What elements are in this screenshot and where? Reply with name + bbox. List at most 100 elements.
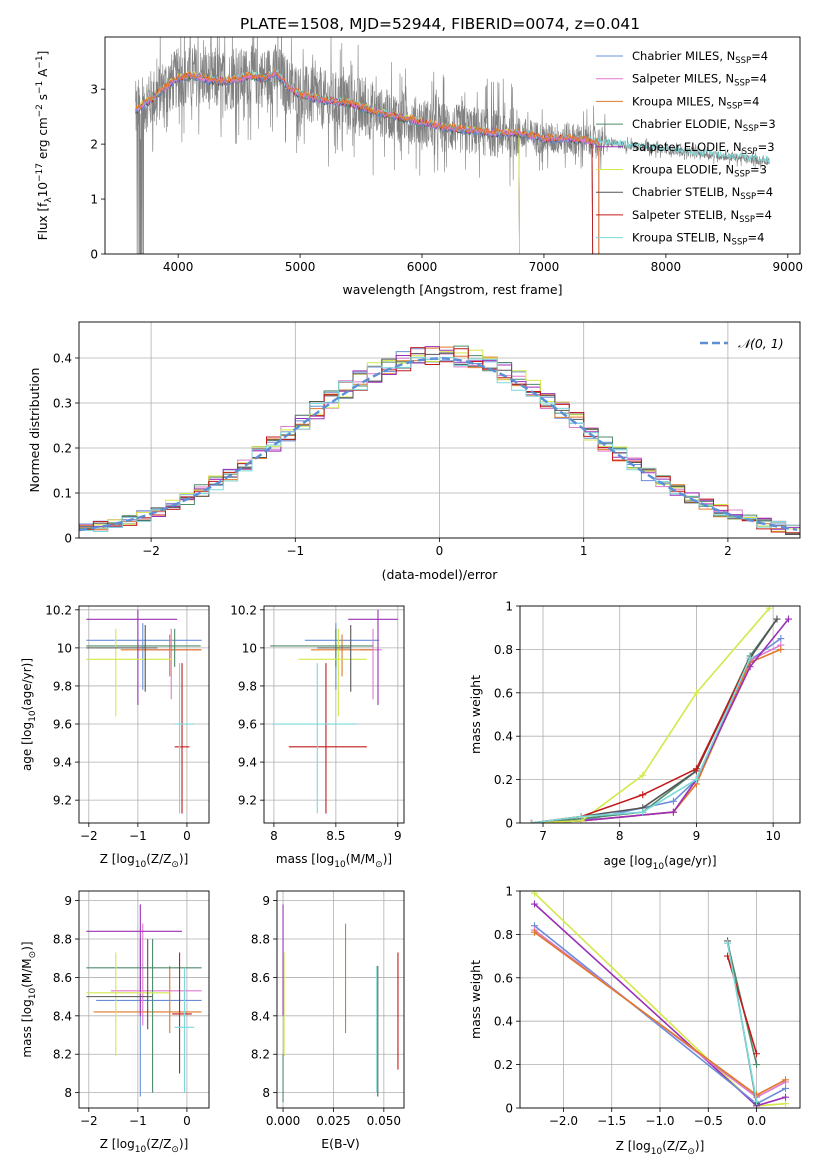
y-tick-label: 9.4 xyxy=(238,756,257,770)
observed-spectrum xyxy=(135,37,770,254)
errorbar-point xyxy=(174,663,195,814)
y-tick-label: 9.2 xyxy=(53,794,72,808)
plot-area xyxy=(79,345,800,538)
legend-entry: Salpeter ELODIE, NSSP=3 xyxy=(632,140,775,157)
data-marker xyxy=(669,808,677,816)
data-marker xyxy=(782,1100,790,1108)
x-tick-label: −1 xyxy=(129,1114,147,1128)
errorbar-point xyxy=(86,904,183,1016)
y-tick-label: 0.2 xyxy=(494,1058,513,1072)
y-tick-label: 8.4 xyxy=(53,1009,72,1023)
y-tick-label: 0.2 xyxy=(53,442,72,456)
plot-area xyxy=(86,904,202,1097)
data-marker xyxy=(753,1097,761,1105)
x-tick-label: 7 xyxy=(539,829,547,843)
y-tick-label: 8.8 xyxy=(251,933,270,947)
y-tick-label: 8.6 xyxy=(53,971,72,985)
y-tick-label: 9.4 xyxy=(53,756,72,770)
cumulative-mass-line xyxy=(531,618,778,823)
data-marker xyxy=(724,939,732,947)
x-tick-label: 8.5 xyxy=(326,829,345,843)
data-marker xyxy=(692,776,700,784)
data-marker xyxy=(753,1050,761,1058)
plot-area xyxy=(530,891,790,1108)
model-spectrum-line xyxy=(135,70,600,254)
data-marker xyxy=(782,1093,790,1101)
x-tick-label: 4000 xyxy=(163,260,194,274)
data-marker xyxy=(528,819,536,823)
data-marker xyxy=(782,1084,790,1092)
y-tick-label: 0.4 xyxy=(53,352,72,366)
legend-entry: Kroupa MILES, NSSP=4 xyxy=(632,94,759,111)
plot-area xyxy=(528,606,792,823)
x-tick-label: 8000 xyxy=(651,260,682,274)
y-tick-label: 9.6 xyxy=(53,718,72,732)
legend-entry: Chabrier STELIB, NSSP=4 xyxy=(632,185,773,202)
x-tick-label: 0.050 xyxy=(367,1114,401,1128)
legend-entry: Kroupa STELIB, NSSP=4 xyxy=(632,231,764,248)
errorbar-point xyxy=(86,623,202,690)
mass-vs-reddening-panel: 0.000 0.025 0.050 8 8.2 8.4 8.6 8.8 9 E(B-V) xyxy=(251,890,405,1151)
data-marker xyxy=(777,635,785,643)
legend-entry: Chabrier MILES, NSSP=4 xyxy=(632,49,768,66)
x-tick-label: 0 xyxy=(183,1114,191,1128)
x-tick-label: −1.0 xyxy=(645,1114,674,1128)
y-tick-label: 3 xyxy=(90,83,98,97)
x-tick-label: 0 xyxy=(183,829,191,843)
axes-frame xyxy=(78,890,210,1109)
y-axis-label: Flux [fλ​10−17​ erg cm−2​ s−1​ A−1​] xyxy=(35,51,54,241)
x-tick-label: 1 xyxy=(580,544,588,558)
errorbar-point xyxy=(110,923,202,1026)
y-tick-label: 10 xyxy=(57,641,72,655)
y-axis-label: mass weight xyxy=(468,960,483,1039)
errorbar-point xyxy=(86,628,173,717)
cumulative-mass-vs-age-panel: 7 8 9 10 0 0.2 0.4 0.6 0.8 1 age [log10​(age/yr)] m… xyxy=(468,600,801,872)
cumulative-mass-line xyxy=(531,657,751,823)
x-axis-label: Z [log10​(Z/Z⊙​)] xyxy=(616,1139,705,1157)
data-marker xyxy=(784,615,792,623)
data-marker xyxy=(746,654,754,662)
y-tick-label: 10.2 xyxy=(230,603,257,617)
x-axis-label: (data-model)/error xyxy=(382,567,499,582)
residuals-panel: −2 −1 0 1 2 0 0.1 0.2 0.3 0.4 (data-model)/error No… xyxy=(27,321,801,582)
axes-frame xyxy=(78,605,210,824)
y-tick-label: 8.2 xyxy=(251,1048,270,1062)
age-vs-metallicity-panel: −2 −1 0 9.2 9.4 9.6 9.8 10 10.2 Z [log10​(Z/Z⊙​)]… xyxy=(20,603,210,870)
plot-area xyxy=(86,609,202,814)
plot-area xyxy=(282,904,399,1103)
x-axis-label: E(B-V) xyxy=(321,1136,360,1151)
spectrum-panel: 4000 5000 6000 7000 8000 9000 0 1 2 3 wavelength [… xyxy=(35,36,803,297)
x-tick-label: 2 xyxy=(724,544,732,558)
errorbar-point xyxy=(86,939,202,1093)
errorbar-point xyxy=(86,939,153,1030)
y-tick-label: 0.2 xyxy=(494,773,513,787)
model-spectrum-line xyxy=(135,68,600,254)
x-tick-label: 8 xyxy=(616,829,624,843)
y-tick-label: 2 xyxy=(90,138,98,152)
errorbar-point xyxy=(311,634,374,677)
errorbar-point xyxy=(86,628,201,667)
x-axis-label: Z [log10​(Z/Z⊙​)] xyxy=(100,852,189,870)
age-vs-mass-panel: 8 8.5 9 9.2 9.4 9.6 9.8 10 10.2 mass [log10​(M/M⊙… xyxy=(230,603,405,870)
cumulative-mass-line xyxy=(531,657,751,823)
x-axis-label: wavelength [Angstrom, rest frame] xyxy=(342,282,562,297)
data-marker xyxy=(753,1061,761,1069)
legend-entry: 𝒩(0, 1) xyxy=(738,336,784,351)
data-marker xyxy=(782,1076,790,1084)
data-marker xyxy=(577,812,585,820)
errorbar-point xyxy=(348,609,398,705)
y-tick-label: 10 xyxy=(242,641,257,655)
x-tick-label: −2 xyxy=(80,829,98,843)
x-axis-label: Z [log10​(Z/Z⊙​)] xyxy=(100,1137,189,1155)
errorbar-point xyxy=(174,663,190,814)
mass-vs-metallicity-panel: −2 −1 0 8 8.2 8.4 8.6 8.8 9 Z [log10​(Z/Z⊙​)] mass… xyxy=(20,890,210,1155)
x-tick-label: −2.0 xyxy=(549,1114,578,1128)
x-tick-label: 0.000 xyxy=(266,1114,300,1128)
data-marker xyxy=(669,797,677,805)
errorbar-point xyxy=(298,628,367,717)
y-tick-label: 8 xyxy=(262,1086,270,1100)
y-tick-label: 9 xyxy=(64,894,72,908)
x-tick-label: −2 xyxy=(142,544,160,558)
data-marker xyxy=(773,615,781,623)
data-marker xyxy=(530,891,538,897)
